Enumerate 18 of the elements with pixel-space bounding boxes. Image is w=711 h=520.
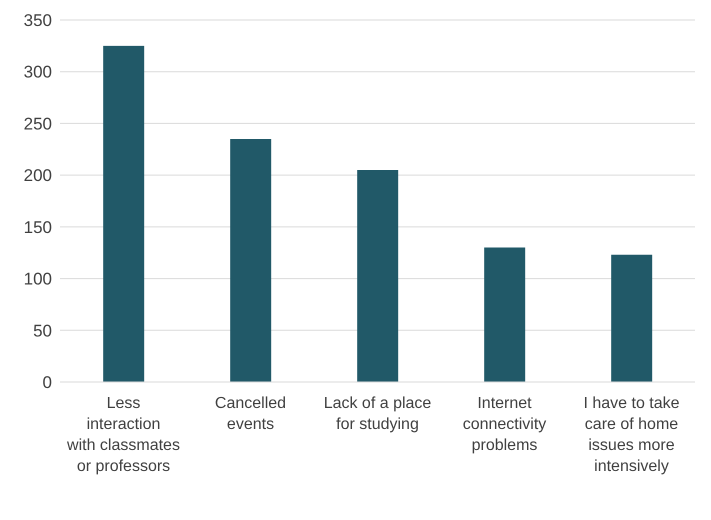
x-tick-label: Cancelled events	[214, 395, 286, 433]
y-tick-label: 50	[33, 321, 52, 340]
bar	[611, 254, 652, 382]
bar	[230, 138, 272, 382]
y-tick-label: 0	[42, 373, 52, 392]
y-tick-label: 100	[24, 270, 52, 289]
y-tick-label: 150	[24, 218, 52, 237]
bar	[357, 170, 398, 382]
y-tick-label: 350	[24, 11, 52, 30]
x-tick-label: I have to take care of home issues more intensively	[583, 395, 680, 475]
y-tick-label: 250	[24, 114, 52, 134]
x-tick-label: Less interaction with classmates or professors	[66, 395, 180, 475]
x-tick-label: Internet connectivity problems	[462, 395, 546, 454]
y-tick-label: 200	[24, 166, 52, 186]
y-tick-label: 300	[24, 62, 52, 82]
x-tick-label: Lack of a place for studying	[324, 395, 432, 433]
bar	[103, 46, 144, 382]
bar	[484, 248, 526, 382]
